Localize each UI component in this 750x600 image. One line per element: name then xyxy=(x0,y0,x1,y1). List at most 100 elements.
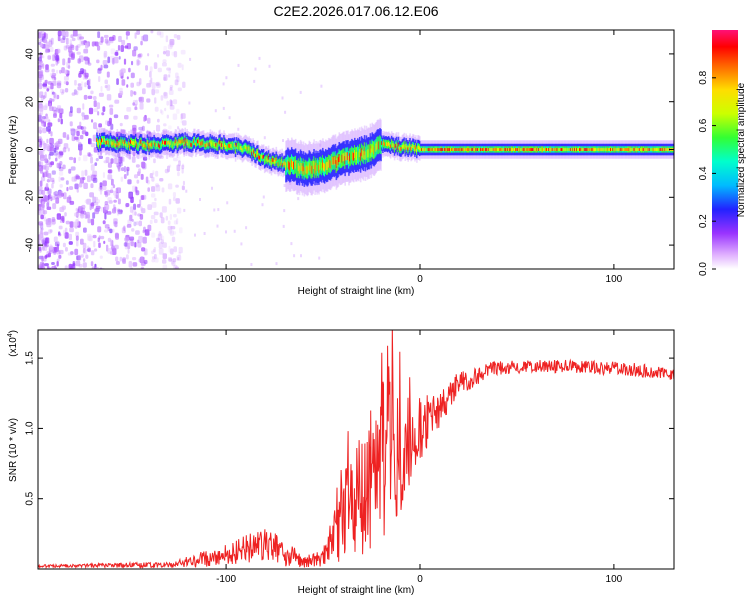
spectrogram-signal-cell xyxy=(593,148,596,151)
spectrogram-signal-cell xyxy=(204,144,207,148)
spectrogram-signal-cell xyxy=(98,142,100,147)
spectrogram-noise-speck xyxy=(81,170,84,177)
spectrogram-noise-speck xyxy=(114,99,120,104)
spectrogram-noise-speck xyxy=(135,164,140,168)
spectrogram-noise-speck xyxy=(147,117,151,124)
spectrogram-noise-speck xyxy=(169,41,174,48)
spectrogram-noise-speck xyxy=(38,150,43,156)
spectrogram-signal-cell xyxy=(665,148,667,151)
spectrogram-noise-speck xyxy=(106,71,110,78)
spectrogram-noise-speck xyxy=(118,56,121,60)
spectrogram-noise-speck xyxy=(129,214,133,222)
spectrogram-noise-speck xyxy=(80,254,84,258)
spectrogram-noise-speck xyxy=(168,89,174,95)
spectrogram-noise-speck xyxy=(57,35,61,42)
spectrogram-noise-speck xyxy=(69,200,75,205)
spectrogram-signal-cell xyxy=(527,148,530,151)
spectrogram-signal-cell xyxy=(156,143,158,148)
spectrogram-noise-speck xyxy=(154,106,159,112)
spectrogram-noise-speck xyxy=(76,107,81,114)
spectrogram-signal-cell xyxy=(198,141,201,146)
spectrogram-signal-cell xyxy=(328,160,331,168)
spectrogram-signal-cell xyxy=(415,145,417,150)
spectrogram-signal-cell xyxy=(116,139,119,144)
spectrogram-noise-speck xyxy=(169,84,174,89)
spectrogram-noise-speck xyxy=(153,246,156,253)
spectrogram-signal-cell xyxy=(272,158,275,162)
spectrogram-signal-cell xyxy=(151,142,153,147)
spectrogram-noise-speck xyxy=(222,106,225,110)
spectrogram-noise-speck xyxy=(57,118,61,123)
spectrogram-signal-cell xyxy=(311,165,313,174)
spectrogram-signal-cell xyxy=(312,164,314,173)
spectrogram-noise-speck xyxy=(165,35,169,43)
spectrogram-noise-speck xyxy=(127,242,131,250)
spectrogram-noise-speck xyxy=(320,84,323,88)
spectrogram-noise-speck xyxy=(44,48,48,54)
spectrogram-noise-speck xyxy=(48,100,52,107)
spectrogram-noise-speck xyxy=(179,227,183,234)
spectrogram-noise-speck xyxy=(87,175,91,183)
spectrogram-noise-speck xyxy=(56,162,61,169)
spectrogram-signal-cell xyxy=(321,162,323,171)
spectrogram-noise-speck xyxy=(51,68,55,73)
spectrogram-noise-speck xyxy=(97,68,102,74)
spectrogram-noise-speck xyxy=(137,213,141,217)
spectrogram-signal-cell xyxy=(154,142,156,147)
spectrogram-noise-speck xyxy=(142,236,147,244)
spectrogram-noise-speck xyxy=(153,158,156,164)
spectrogram-signal-cell xyxy=(437,148,439,151)
spectrogram-noise-speck xyxy=(163,91,167,97)
spectrogram-noise-speck xyxy=(102,60,108,66)
spectrogram-signal-cell xyxy=(297,163,300,172)
spectrogram-noise-speck xyxy=(52,54,56,62)
spectrogram-signal-cell xyxy=(196,140,198,145)
spectrogram-signal-cell xyxy=(118,141,121,146)
spectrogram-noise-speck xyxy=(137,53,142,58)
spectrogram-signal-cell xyxy=(667,148,669,151)
spectrogram-noise-speck xyxy=(283,184,286,187)
spectrogram-noise-speck xyxy=(62,35,66,40)
spectrogram-signal-cell xyxy=(602,148,604,151)
spectrogram-noise-speck xyxy=(159,109,163,114)
spectrogram-noise-speck xyxy=(140,195,145,200)
spectrogram-signal-cell xyxy=(324,163,326,172)
spectrogram-noise-speck xyxy=(134,174,139,179)
spectrogram-noise-speck xyxy=(77,125,81,131)
spectrogram-noise-speck xyxy=(78,254,82,261)
spectrogram-noise-speck xyxy=(181,167,184,174)
spectrogram-noise-speck xyxy=(50,63,55,67)
spectrogram-noise-speck xyxy=(103,34,109,38)
spectrogram-signal-cell xyxy=(399,147,402,152)
spectrogram-noise-speck xyxy=(181,164,185,170)
spectrogram-signal-cell xyxy=(625,148,628,151)
spectrogram-signal-cell xyxy=(629,148,631,151)
spectrogram-signal-cell xyxy=(221,143,223,147)
spectrogram-noise-speck xyxy=(40,214,44,220)
spectrogram-noise-speck xyxy=(55,54,60,61)
spectrogram-noise-speck xyxy=(81,115,86,121)
spectrogram-noise-speck xyxy=(64,88,69,93)
spectrogram-noise-speck xyxy=(199,198,201,201)
spectrogram-signal-cell xyxy=(224,143,226,148)
spectrogram-signal-cell xyxy=(454,148,457,151)
spectrogram-noise-speck xyxy=(38,57,42,62)
spectrogram-signal-cell xyxy=(209,139,212,144)
spectrogram-noise-speck xyxy=(131,90,136,94)
spectrogram-noise-speck xyxy=(245,226,248,230)
spectrogram-noise-speck xyxy=(175,72,179,79)
spectrogram-signal-cell xyxy=(286,161,288,170)
spectrogram-noise-speck xyxy=(106,94,112,101)
spectrogram-noise-speck xyxy=(130,72,135,79)
spectrogram-noise-speck xyxy=(52,180,55,184)
spectrogram-noise-speck xyxy=(76,240,79,247)
spectrogram-noise-speck xyxy=(109,228,113,234)
spectrogram-noise-speck xyxy=(56,94,60,100)
spectrogram-signal-cell xyxy=(428,148,431,151)
spectrogram-signal-cell xyxy=(260,156,262,161)
spectrogram-signal-cell xyxy=(459,148,462,151)
spectrogram-signal-cell xyxy=(166,139,168,144)
spectrogram-noise-speck xyxy=(157,67,162,73)
spectrogram-noise-speck xyxy=(165,50,170,57)
spectrogram-noise-speck xyxy=(107,162,112,168)
